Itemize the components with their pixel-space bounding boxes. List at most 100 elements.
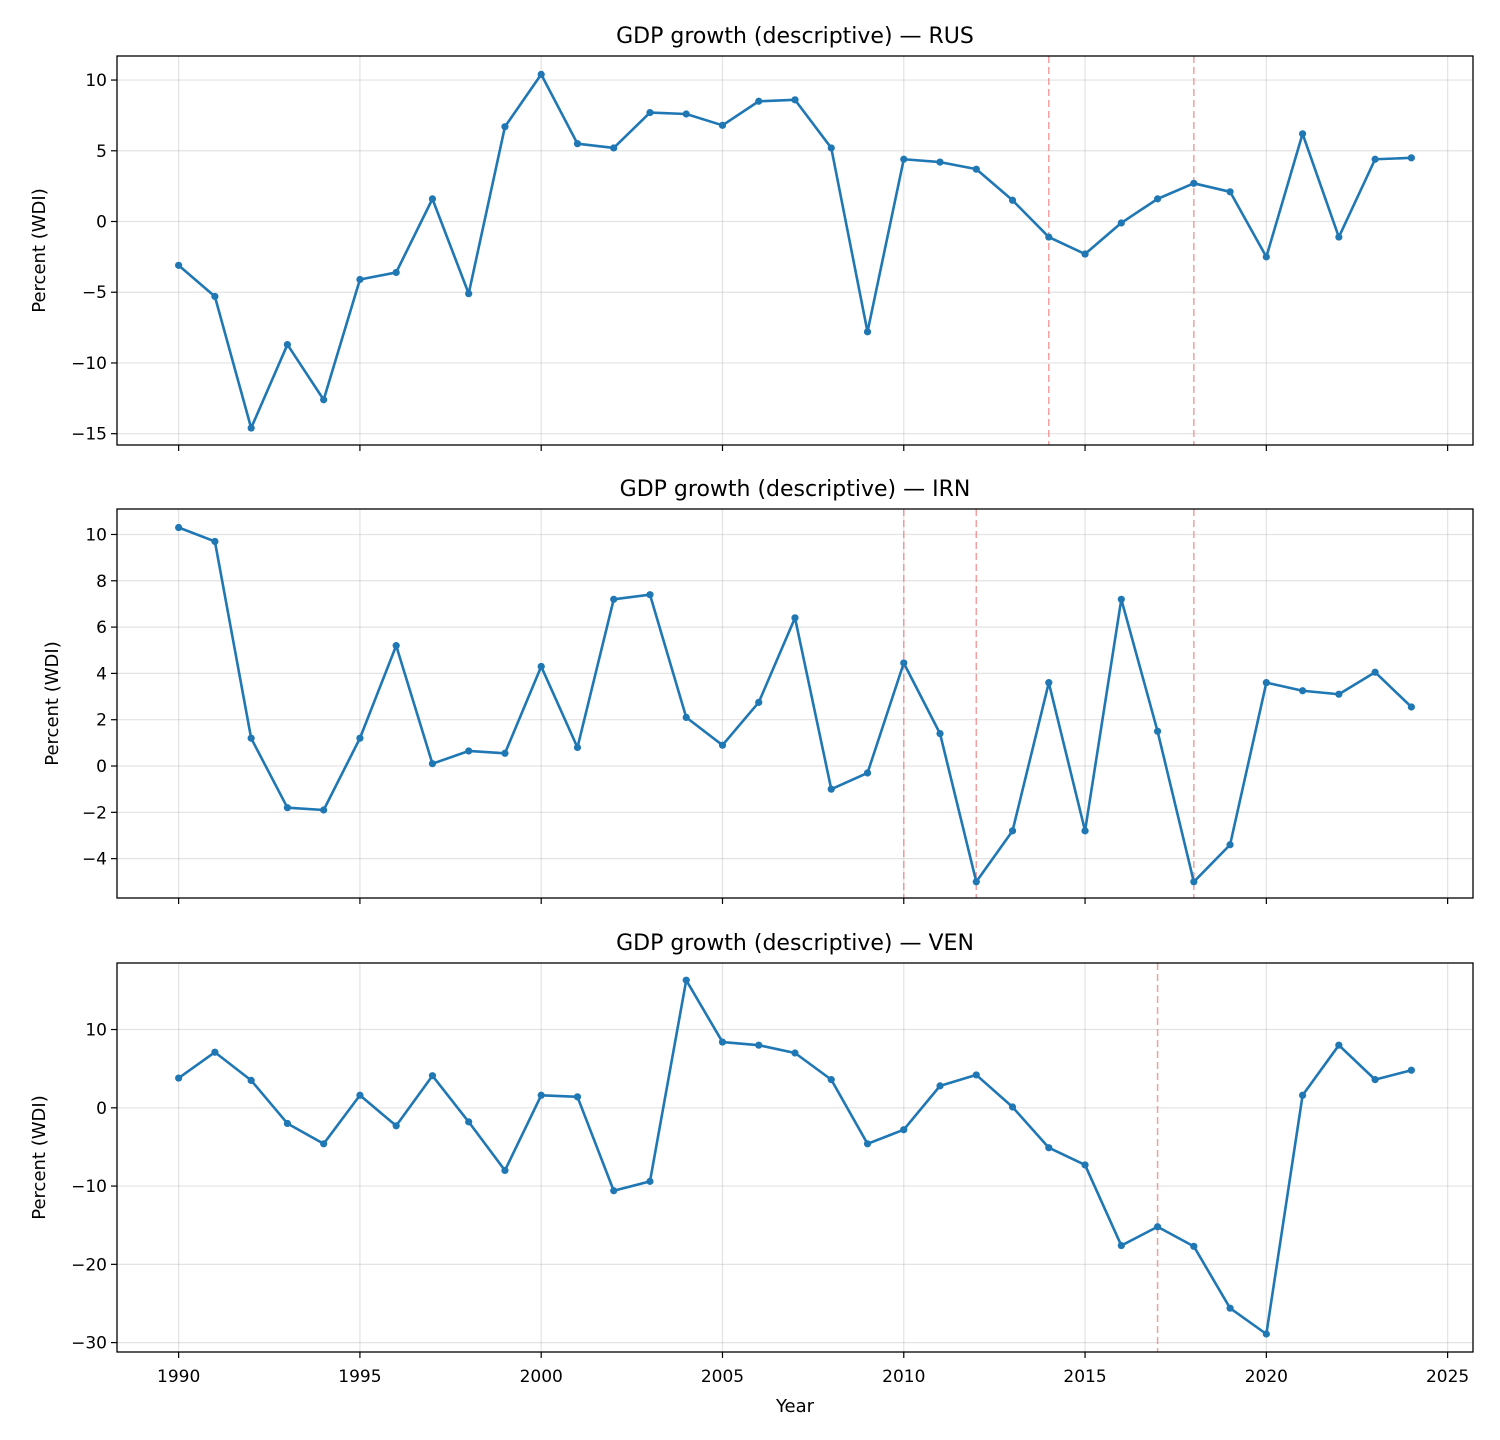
y-tick-label: 6	[96, 618, 107, 638]
data-point	[646, 1177, 654, 1185]
data-point	[1262, 253, 1270, 261]
data-point	[718, 1038, 727, 1046]
data-point	[646, 591, 654, 599]
series-line	[177, 73, 1412, 430]
data-point	[1153, 1223, 1162, 1231]
data-point	[1298, 1091, 1307, 1099]
y-tick-label: −4	[82, 850, 107, 870]
data-point	[501, 1166, 509, 1175]
data-point	[610, 595, 618, 603]
data-point	[320, 806, 328, 814]
data-point	[863, 769, 872, 777]
data-point	[1081, 827, 1089, 835]
y-tick-label: 10	[85, 1021, 107, 1041]
data-point	[537, 1091, 545, 1099]
data-point	[900, 1126, 908, 1134]
data-point	[1153, 727, 1162, 735]
x-axis-label: Year	[775, 1396, 815, 1417]
data-point	[501, 749, 509, 757]
data-point	[283, 340, 292, 349]
data-point	[465, 1118, 473, 1126]
data-point	[175, 523, 183, 532]
x-tick-label: 2010	[882, 1367, 925, 1387]
data-point	[1262, 1330, 1270, 1338]
data-point	[211, 292, 219, 301]
y-axis-label: Percent (WDI)	[29, 188, 50, 312]
data-point	[1045, 233, 1053, 241]
data-point	[755, 698, 763, 706]
data-point	[1190, 878, 1198, 886]
y-tick-label: 0	[96, 1099, 107, 1119]
data-point	[356, 1091, 364, 1099]
y-tick-label: 2	[96, 711, 107, 731]
data-point	[211, 1048, 219, 1056]
x-tick-label: 2020	[1245, 1367, 1288, 1387]
data-point	[1081, 1161, 1089, 1169]
data-point	[827, 785, 835, 793]
y-axis-label: Percent (WDI)	[42, 641, 63, 765]
data-point	[827, 144, 835, 152]
x-tick-label: 1990	[157, 1367, 200, 1387]
data-point	[1371, 155, 1379, 163]
data-point	[1190, 179, 1198, 187]
data-point	[247, 1076, 255, 1085]
y-tick-label: −10	[71, 1177, 107, 1197]
data-point	[610, 1187, 618, 1195]
data-point	[175, 261, 183, 269]
data-point	[791, 614, 799, 622]
data-point	[283, 1119, 292, 1128]
x-tick-label: 2005	[701, 1367, 744, 1387]
plot-frame	[116, 508, 1474, 899]
chart-title: GDP growth (descriptive) — VEN	[616, 931, 974, 956]
data-point	[972, 878, 980, 886]
series-line	[177, 978, 1412, 1336]
data-point	[1262, 679, 1270, 687]
data-point	[1226, 188, 1234, 196]
data-point	[283, 804, 292, 812]
data-point	[972, 165, 980, 173]
data-point	[682, 713, 690, 721]
chart-title: GDP growth (descriptive) — RUS	[616, 24, 974, 49]
data-point	[936, 158, 944, 166]
data-point	[1117, 1241, 1125, 1250]
data-point	[356, 275, 364, 284]
data-point	[537, 662, 545, 671]
data-point	[1045, 1144, 1053, 1152]
data-point	[1335, 233, 1343, 241]
y-tick-label: 10	[85, 71, 107, 91]
data-point	[682, 110, 690, 118]
data-point	[1371, 1076, 1379, 1084]
data-point	[936, 1082, 944, 1090]
data-point	[1335, 1041, 1343, 1049]
data-point	[573, 1093, 582, 1101]
data-point	[1407, 703, 1415, 711]
data-point	[1190, 1242, 1198, 1250]
y-tick-label: −15	[71, 425, 107, 445]
plot-frame	[116, 55, 1474, 446]
data-point	[791, 96, 799, 104]
data-point	[356, 734, 364, 742]
data-point	[537, 70, 545, 78]
data-point	[718, 121, 727, 129]
data-point	[1153, 195, 1162, 203]
data-point	[1045, 679, 1053, 687]
data-point	[755, 97, 763, 105]
data-point	[465, 290, 473, 298]
x-tick-label: 2015	[1063, 1367, 1106, 1387]
data-point	[320, 396, 328, 404]
data-point	[211, 537, 219, 546]
y-tick-label: 10	[85, 525, 107, 545]
data-point	[1008, 196, 1017, 204]
data-point	[392, 1122, 400, 1130]
plot-frame	[116, 962, 1474, 1353]
data-point	[863, 328, 872, 336]
data-point	[682, 976, 690, 984]
y-tick-label: 0	[96, 757, 107, 777]
data-point	[501, 123, 509, 131]
data-point	[646, 108, 654, 117]
x-tick-label: 2000	[520, 1367, 563, 1387]
data-point	[1117, 219, 1125, 227]
data-point	[900, 659, 908, 667]
y-tick-label: 5	[96, 142, 107, 162]
